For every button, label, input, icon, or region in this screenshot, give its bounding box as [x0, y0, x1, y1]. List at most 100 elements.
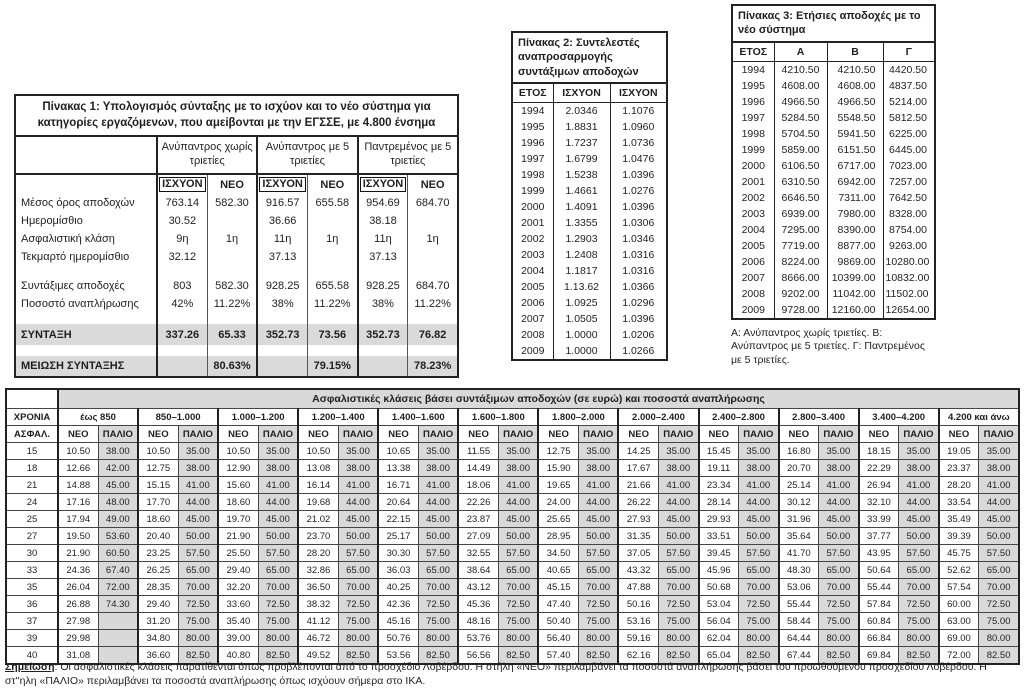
neo-value-cell: 66.84: [857, 629, 900, 647]
neo-value-cell: 23.34: [697, 476, 740, 494]
neo-value-cell: 43.12: [457, 578, 499, 596]
neo-value-cell: 23.87: [457, 510, 499, 528]
palio-value-cell: 80.00: [177, 629, 219, 647]
value-cell: 10280.00: [882, 253, 935, 270]
value-cell: 6445.00: [882, 141, 935, 158]
value-cell: [356, 266, 408, 278]
neo-value-cell: 29.40: [137, 595, 179, 613]
palio-value-cell: 75.00: [337, 612, 379, 630]
value-cell: 1.13.62: [552, 278, 610, 295]
salary-range-header: 3.400–4.200: [857, 408, 940, 426]
neo-value-cell: 30.30: [377, 544, 419, 562]
palio-value-cell: 82.50: [657, 646, 700, 665]
palio-value-cell: 57.50: [898, 544, 940, 562]
table1-row: [15, 266, 458, 278]
value-cell: 1.0736: [609, 134, 667, 151]
neo-value-cell: 24.00: [537, 493, 579, 511]
neo-value-cell: 50.64: [857, 561, 900, 579]
value-cell: [206, 248, 258, 267]
neo-value-cell: 55.44: [777, 595, 820, 613]
value-cell: [155, 356, 208, 378]
table1-title: Πίνακας 1: Υπολογισμός σύνταξης με το ισ…: [14, 94, 459, 138]
neo-value-cell: 41.12: [297, 612, 339, 630]
palio-value-cell: 80.00: [417, 629, 459, 647]
neo-value-cell: 67.44: [777, 646, 820, 665]
palio-value-cell: 35.00: [818, 442, 860, 460]
row-label: Ημερομίσθιο: [21, 215, 83, 228]
palio-value-cell: 70.00: [818, 578, 860, 596]
note-prefix: Σημείωση: [5, 661, 55, 673]
palio-value-cell: 35.00: [177, 442, 219, 460]
palio-value-cell: 67.40: [97, 561, 139, 579]
value-cell: 5859.00: [773, 141, 827, 158]
neo-value-cell: 15.45: [697, 442, 740, 460]
palio-value-cell: 41.00: [818, 476, 860, 494]
palio-value-cell: 45.00: [177, 510, 219, 528]
neo-column-header: ΝΕΟ: [457, 425, 499, 443]
neo-value-cell: 50.76: [377, 629, 419, 647]
palio-value-cell: 44.00: [177, 493, 219, 511]
palio-value-cell: 38.00: [898, 459, 940, 477]
palio-value-cell: 57.50: [177, 544, 219, 562]
value-cell: 352.73: [356, 324, 408, 346]
neo-value-cell: 37.77: [857, 527, 900, 545]
palio-value-cell: 41.00: [978, 476, 1020, 494]
insurance-years-row: 37 27.98 31.20 75.00 35.40 75.00 41.12 75.00 45.…: [5, 612, 1020, 630]
neo-value-cell: 32.86: [297, 561, 339, 579]
palio-value-cell: 35.00: [577, 442, 619, 460]
palio-value-cell: [97, 646, 139, 665]
palio-value-cell: 70.00: [417, 578, 459, 596]
column-header: ΙΣΧΥΟΝ: [552, 82, 611, 103]
value-cell: 7295.00: [773, 221, 827, 238]
palio-value-cell: 45.00: [738, 510, 780, 528]
table-row: 2002 1.2903 1.0346: [512, 230, 667, 247]
neo-value-cell: 53.56: [377, 646, 419, 665]
value-cell: [256, 345, 308, 357]
years-cell: 35: [5, 578, 59, 596]
neo-value-cell: 33.51: [697, 527, 740, 545]
palio-value-cell: 41.00: [577, 476, 619, 494]
years-cell: 15: [5, 442, 59, 460]
column-header: ΕΤΟΣ: [511, 82, 554, 103]
neo-value-cell: 40.25: [377, 578, 419, 596]
neo-value-cell: 16.80: [777, 442, 820, 460]
value-cell: [407, 345, 458, 357]
neo-value-cell: 25.50: [217, 544, 259, 562]
neo-value-cell: 27.09: [457, 527, 499, 545]
year-cell: 1997: [741, 111, 765, 124]
neo-value-cell: 21.90: [56, 544, 99, 562]
palio-value-cell: 45.00: [978, 510, 1020, 528]
value-cell: 1.2903: [552, 230, 610, 247]
insurance-years-row: 39 29.98 34.80 80.00 39.00 80.00 46.72 80.00 50.…: [5, 629, 1020, 647]
neo-value-cell: 45.15: [537, 578, 579, 596]
neo-value-cell: 47.40: [537, 595, 579, 613]
palio-value-cell: 75.00: [818, 612, 860, 630]
neo-value-cell: 15.15: [137, 476, 179, 494]
table-row: 1999 5859.00 6151.50 6445.00: [732, 141, 935, 158]
value-cell: 1.0206: [609, 326, 667, 343]
year-cell: 2009: [521, 344, 545, 357]
palio-value-cell: 53.60: [97, 527, 139, 545]
year-cell: 1998: [741, 127, 765, 140]
value-cell: 4210.50: [773, 61, 827, 78]
insurance-years-row: 36 26.88 74.30 29.40 72.50 33.60 72.50 38.32 72.…: [5, 595, 1020, 613]
neo-value-cell: 49.52: [297, 646, 339, 665]
value-cell: 1.0396: [609, 310, 667, 327]
value-cell: 352.73: [256, 324, 308, 346]
value-cell: 1.0925: [552, 294, 610, 311]
neo-value-cell: 18.60: [137, 510, 179, 528]
neo-value-cell: 19.70: [217, 510, 259, 528]
neo-value-cell: 50.16: [617, 595, 659, 613]
value-cell: 1.0000: [552, 326, 610, 343]
value-cell: 1.0276: [609, 182, 667, 199]
year-cell: 2004: [521, 264, 545, 277]
palio-value-cell: 44.00: [898, 493, 940, 511]
palio-column-header: ΠΑΛΙΟ: [177, 425, 219, 443]
salary-range-header: 1.000–1.200: [217, 408, 299, 426]
palio-value-cell: 65.00: [177, 561, 219, 579]
neo-value-cell: 14.25: [617, 442, 659, 460]
neo-header-label: ΝΕΟ: [420, 178, 445, 191]
neo-value-cell: 33.54: [937, 493, 980, 511]
palio-value-cell: 80.00: [978, 629, 1020, 647]
neo-value-cell: 27.98: [56, 612, 99, 630]
